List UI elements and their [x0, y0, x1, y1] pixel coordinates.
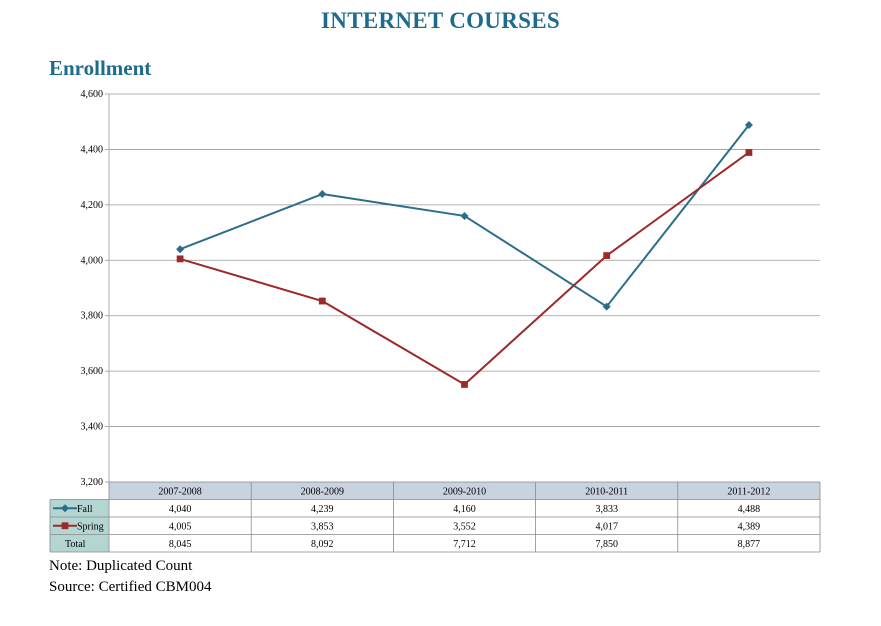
note-duplicated-count: Note: Duplicated Count [49, 558, 193, 574]
point-fall [176, 245, 185, 254]
table-cell-fall: 4,488 [738, 504, 761, 515]
x-category-label: 2011-2012 [727, 486, 770, 497]
x-category-label: 2008-2009 [301, 486, 344, 497]
table-cell-spring: 4,005 [169, 521, 192, 532]
note-source: Source: Certified CBM004 [49, 579, 212, 595]
table-total-label: Total [65, 539, 86, 550]
point-fall [460, 211, 469, 220]
table-cell-fall: 4,040 [169, 504, 192, 515]
data-table: 2007-2008 2008-2009 2009-2010 2010-2011 2011… [49, 481, 821, 553]
y-axis-ticks: 3,200 3,400 3,600 3,800 4,000 4,200 4,400 4,600 [81, 89, 104, 488]
chart-subtitle: Enrollment [49, 56, 152, 80]
gridlines [105, 93, 820, 483]
x-category-label: 2007-2008 [158, 486, 201, 497]
table-cell-fall: 3,833 [595, 504, 618, 515]
series-line-spring [179, 151, 750, 386]
page-title: INTERNET COURSES [321, 8, 560, 33]
legend-marker-fall [61, 504, 69, 513]
table-cell-spring: 4,017 [595, 521, 618, 532]
point-fall [318, 190, 327, 199]
y-tick-label: 3,200 [81, 477, 104, 488]
legend-label-fall: Fall [77, 504, 93, 515]
y-tick-label: 3,600 [81, 366, 104, 377]
x-category-label: 2009-2010 [443, 486, 486, 497]
point-spring [176, 255, 184, 263]
point-spring [603, 252, 611, 259]
table-cell-total: 8,045 [169, 539, 192, 550]
table-header-row [109, 482, 820, 500]
series-lines [179, 124, 750, 386]
legend-marker-spring [61, 522, 69, 530]
y-tick-label: 3,800 [81, 311, 104, 322]
y-tick-label: 4,000 [81, 255, 104, 266]
x-category-label: 2010-2011 [585, 486, 628, 497]
table-cell-total: 7,712 [453, 539, 476, 550]
table-cell-spring: 3,552 [453, 521, 476, 532]
point-spring [318, 297, 326, 305]
table-cell-total: 8,092 [311, 539, 334, 550]
table-cell-fall: 4,160 [453, 504, 476, 515]
y-tick-label: 4,400 [81, 144, 104, 155]
point-spring [745, 149, 753, 156]
table-cell-spring: 4,389 [738, 521, 761, 532]
point-spring [461, 381, 468, 388]
table-cell-total: 7,850 [595, 539, 618, 550]
table-cell-spring: 3,853 [311, 521, 334, 532]
y-tick-label: 4,200 [81, 200, 104, 211]
point-fall [744, 121, 753, 130]
series-markers [176, 121, 753, 388]
legend-label-spring: Spring [77, 521, 104, 532]
y-tick-label: 4,600 [81, 89, 104, 100]
table-cell-fall: 4,239 [311, 504, 334, 515]
notes: Note: Duplicated Count Source: Certified… [49, 556, 211, 598]
point-fall [602, 302, 611, 311]
table-cell-total: 8,877 [738, 539, 761, 550]
y-tick-label: 3,400 [81, 422, 104, 433]
